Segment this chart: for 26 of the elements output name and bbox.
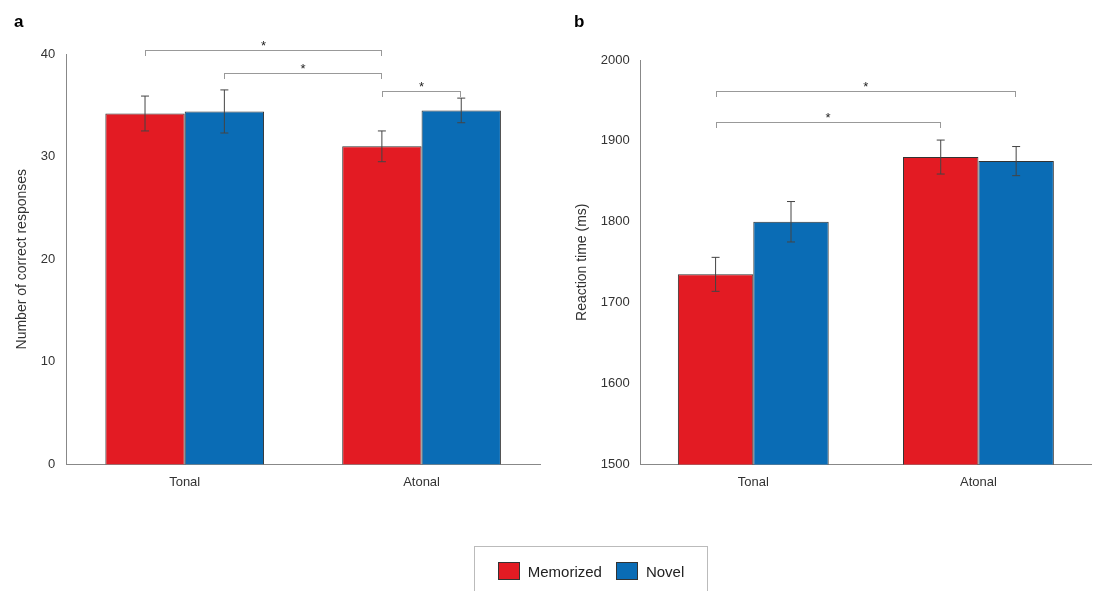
annotation: * [825, 110, 831, 125]
text: * [260, 38, 266, 53]
x-tick-label: Tonal [737, 473, 769, 489]
legend-label: Memorized [527, 562, 602, 580]
y-tick-label: 1800 [600, 213, 630, 229]
x-tick-label: Atonal [403, 473, 441, 489]
y-axis-title: Number of correct responses [13, 168, 30, 350]
annotation: * [419, 79, 425, 94]
y-tick-label: 40 [40, 45, 56, 61]
y-tick-label: 10 [40, 353, 56, 369]
y-tick-label: 1900 [600, 132, 630, 148]
y-axis-title: Reaction time (ms) [573, 203, 590, 321]
y-tick-label: 30 [40, 148, 56, 164]
y-tick-label: 1500 [600, 455, 630, 471]
annotation: * [300, 61, 306, 76]
x-tick-label: Tonal [169, 473, 201, 489]
chart-title: a [14, 12, 24, 32]
x-tick-label: Atonal [959, 473, 997, 489]
y-tick-label: 1700 [600, 294, 630, 310]
y-tick-label: 20 [40, 250, 56, 266]
chart-title: b [574, 12, 585, 32]
y-tick-label: 0 [48, 455, 56, 471]
annotation: * [863, 79, 869, 94]
legend-label: Novel [645, 562, 685, 580]
y-tick-label: 1600 [600, 375, 630, 391]
y-tick-label: 2000 [600, 51, 630, 67]
